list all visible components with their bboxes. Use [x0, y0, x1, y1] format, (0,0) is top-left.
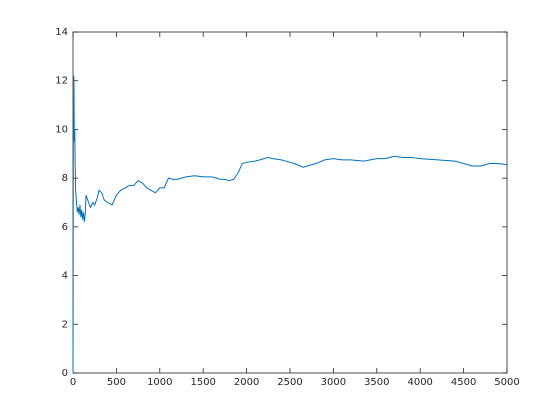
x-tick-label: 2500 [277, 377, 302, 388]
x-tick-label: 4500 [451, 377, 476, 388]
y-tick-label: 12 [55, 76, 68, 87]
x-tick-label: 4000 [407, 377, 432, 388]
x-tick-label: 1500 [190, 377, 215, 388]
y-tick-label: 0 [62, 368, 68, 379]
y-tick-label: 2 [62, 319, 68, 330]
data-line [72, 75, 508, 374]
x-tick-label: 2000 [234, 377, 259, 388]
x-tick-label: 3000 [321, 377, 346, 388]
y-tick-label: 4 [62, 271, 68, 282]
y-tick-label: 10 [55, 124, 68, 135]
x-tick-label: 500 [107, 377, 126, 388]
x-tick-label: 3500 [364, 377, 389, 388]
x-tick-label: 1000 [147, 377, 172, 388]
x-tick-label: 0 [70, 377, 76, 388]
y-tick-label: 14 [55, 27, 68, 38]
y-tick-label: 6 [62, 222, 68, 233]
x-tick-label: 5000 [494, 377, 519, 388]
axes-box [72, 31, 508, 374]
y-tick-label: 8 [62, 173, 68, 184]
